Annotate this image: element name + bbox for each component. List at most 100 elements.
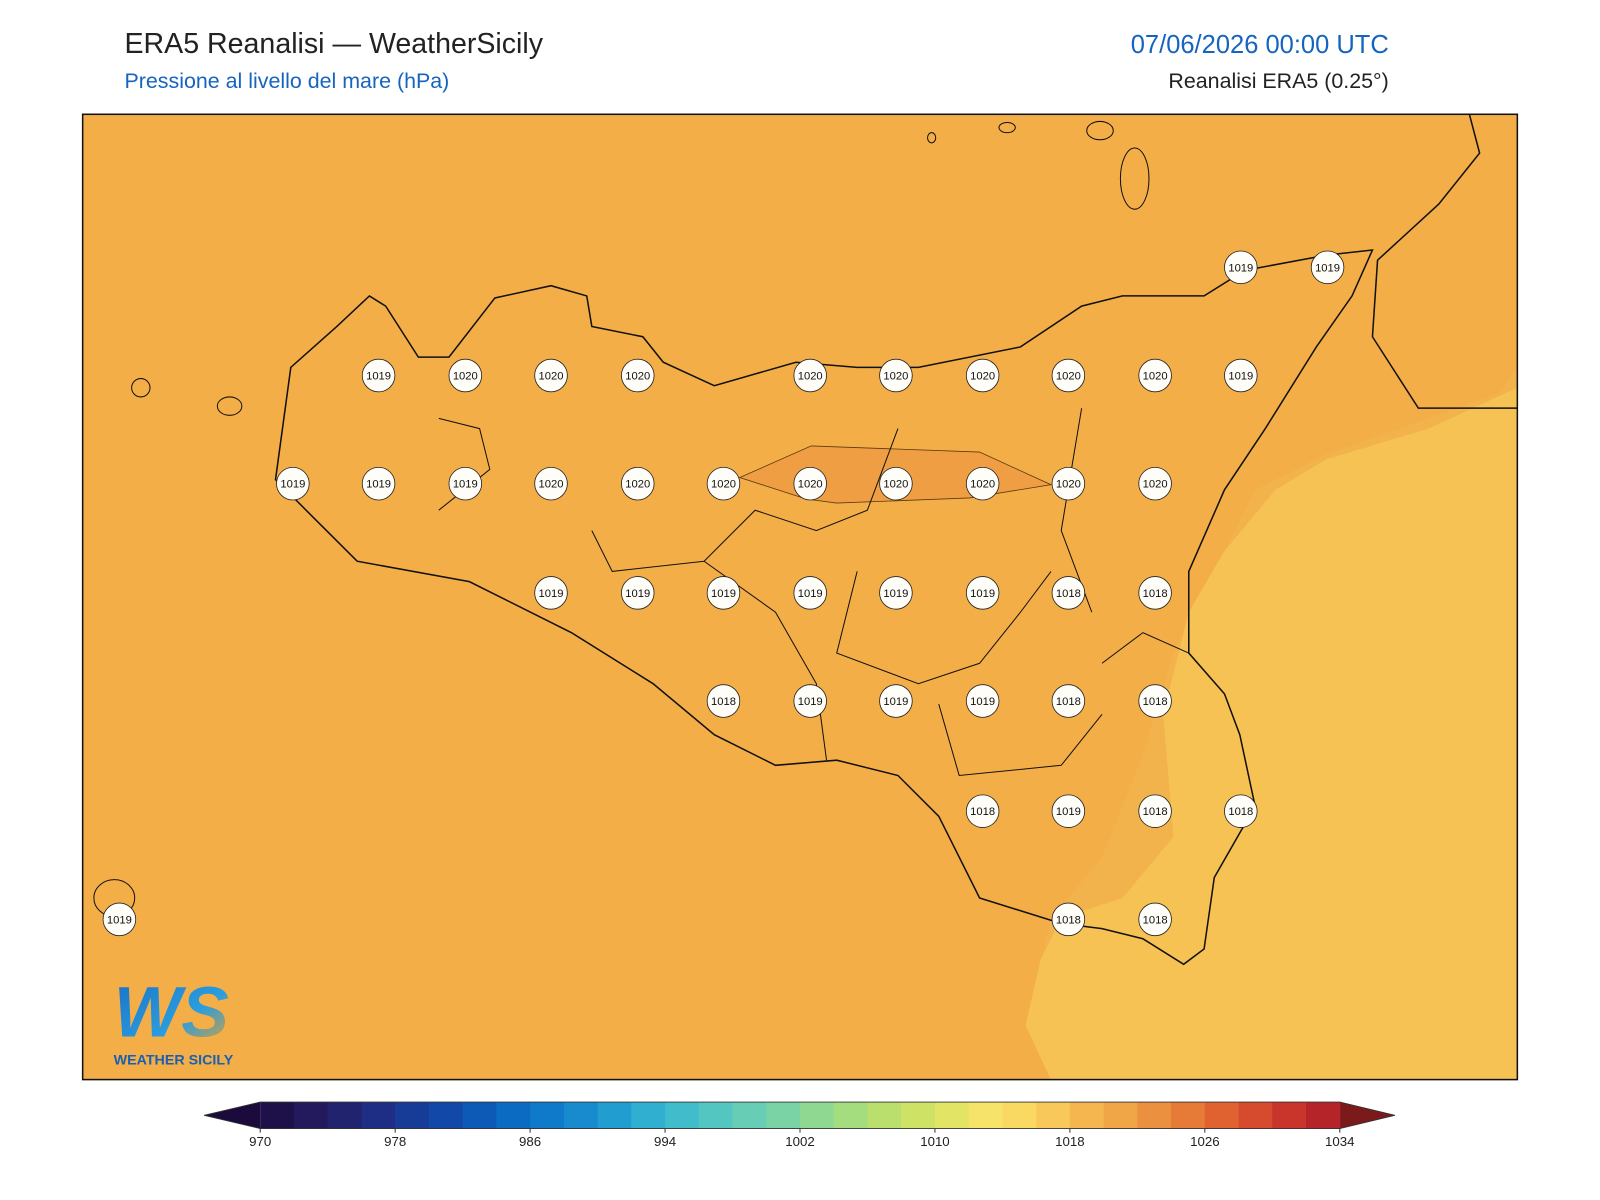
station-label: 1019 <box>366 479 391 491</box>
station: 1018 <box>965 794 1000 828</box>
station-label: 1019 <box>970 588 995 600</box>
station-label: 1019 <box>107 914 132 926</box>
station-marker <box>706 684 741 718</box>
station-label: 1018 <box>1143 914 1168 926</box>
station-marker <box>1051 358 1086 393</box>
coastline <box>1371 114 1518 409</box>
island <box>1086 120 1114 141</box>
island <box>1119 147 1150 210</box>
station-label: 1018 <box>1143 588 1168 600</box>
colorbar-tick-label: 1002 <box>785 1134 814 1149</box>
colorbar-bin <box>1238 1102 1273 1129</box>
colorbar-bin <box>833 1102 868 1129</box>
colorbar-bin <box>1272 1102 1307 1129</box>
station: 1019 <box>1310 250 1345 285</box>
station-marker <box>965 794 1000 828</box>
station: 1019 <box>1224 250 1258 285</box>
station-label: 1019 <box>1315 262 1340 274</box>
station: 1018 <box>1138 684 1172 718</box>
station-label: 1018 <box>1056 914 1081 926</box>
stations: 1019 1019 1019 1020 1020 1020 1020 1020 1020 1020… <box>102 250 1345 937</box>
station-marker <box>879 466 913 501</box>
colorbar-bin <box>597 1102 632 1129</box>
station-marker <box>534 466 568 501</box>
datetime: 07/06/2026 00:00 UTC <box>1131 31 1389 59</box>
colorbar-bin <box>766 1102 801 1129</box>
station-marker <box>1224 250 1258 285</box>
station-marker <box>276 466 310 501</box>
station-label: 1019 <box>1228 370 1253 382</box>
title: ERA5 Reanalisi — WeatherSicily <box>124 28 543 60</box>
station-label: 1019 <box>280 479 305 491</box>
station-label: 1018 <box>711 696 736 708</box>
colorbar-bin <box>631 1102 666 1129</box>
station: 1019 <box>1051 794 1086 828</box>
station-marker <box>965 466 1000 501</box>
station: 1019 <box>965 576 1000 610</box>
colorbar-tick-label: 986 <box>519 1134 541 1149</box>
station-marker <box>1051 466 1086 501</box>
station: 1020 <box>448 358 483 393</box>
station: 1020 <box>879 358 913 393</box>
station-marker <box>1051 576 1086 610</box>
colorbar-bin <box>530 1102 565 1129</box>
station-label: 1019 <box>453 479 478 491</box>
source: Reanalisi ERA5 (0.25°) <box>1168 69 1388 93</box>
station-label: 1020 <box>1143 370 1168 382</box>
station-marker <box>1138 358 1172 393</box>
station-marker <box>706 466 741 501</box>
colorbar-bin <box>1204 1102 1240 1129</box>
colorbar-bin <box>665 1102 700 1129</box>
subtitle: Pressione al livello del mare (hPa) <box>124 69 449 93</box>
station-marker <box>879 358 913 393</box>
station: 1020 <box>793 466 827 501</box>
colorbar-bin <box>293 1102 329 1129</box>
station-marker <box>793 684 827 718</box>
station-marker <box>965 358 1000 393</box>
station: 1020 <box>534 466 568 501</box>
station-marker <box>448 466 483 501</box>
logo-mark: WS <box>114 973 229 1053</box>
station-marker <box>534 576 568 610</box>
station-marker <box>706 576 741 610</box>
station: 1020 <box>1051 358 1086 393</box>
border <box>438 408 1189 777</box>
station: 1020 <box>965 466 1000 501</box>
station: 1020 <box>879 466 913 501</box>
station: 1020 <box>706 466 741 501</box>
station: 1018 <box>1138 794 1172 828</box>
station-label: 1020 <box>539 370 564 382</box>
station-label: 1019 <box>366 370 391 382</box>
station-label: 1020 <box>970 479 995 491</box>
station: 1019 <box>879 684 913 718</box>
colorbar-extend <box>1339 1102 1395 1129</box>
station-marker <box>793 466 827 501</box>
colorbar-bin <box>428 1102 464 1129</box>
colorbar-bin <box>968 1102 1003 1129</box>
colorbar-tick-label: 1010 <box>920 1134 949 1149</box>
station: 1020 <box>621 466 655 501</box>
colorbar-tick-label: 994 <box>654 1134 676 1149</box>
station: 1018 <box>1051 902 1086 937</box>
station-label: 1019 <box>798 696 823 708</box>
station-label: 1019 <box>539 588 564 600</box>
island <box>998 121 1016 134</box>
station-marker <box>793 358 827 393</box>
station-marker <box>793 576 827 610</box>
map-frame <box>81 113 1519 1081</box>
station: 1020 <box>1138 358 1172 393</box>
station-marker <box>1051 794 1086 828</box>
station: 1020 <box>793 358 827 393</box>
colorbar-bin <box>1002 1102 1037 1129</box>
station-label: 1020 <box>711 479 736 491</box>
station-marker <box>361 466 396 501</box>
colorbar-tick-label: 1018 <box>1055 1134 1084 1149</box>
station: 1018 <box>706 684 741 718</box>
colorbar-tick-label: 1034 <box>1325 1134 1354 1149</box>
colorbar-bin <box>260 1102 295 1129</box>
colorbar: 970 978 986 994 1002 1010 1018 1026 1034 <box>203 1101 1395 1149</box>
station: 1020 <box>1051 466 1086 501</box>
colorbar-bin <box>1036 1102 1071 1129</box>
station-label: 1020 <box>1143 479 1168 491</box>
